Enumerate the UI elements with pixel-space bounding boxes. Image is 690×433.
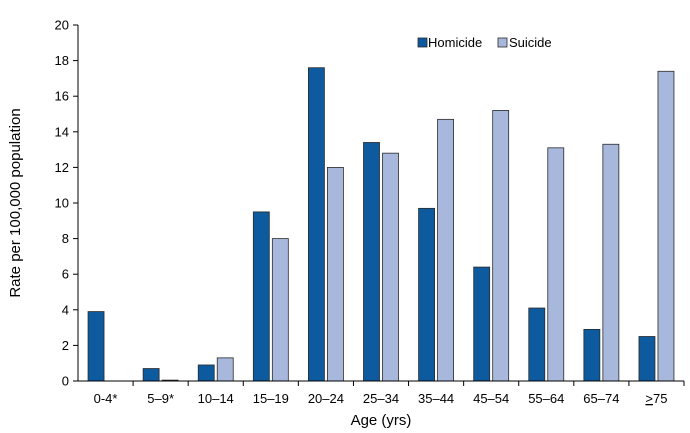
bar-homicide-75: [638, 336, 656, 382]
bar-suicide-20-24: [327, 166, 344, 382]
y-tick-label: 14: [55, 124, 69, 139]
x-tick-label: 5–9*: [147, 391, 174, 406]
bar-homicide-55-64: [528, 307, 546, 382]
legend: Homicide Suicide: [417, 35, 552, 50]
legend-swatch-homicide: [417, 37, 428, 48]
x-tick-label: 25–34: [363, 391, 399, 406]
bar-suicide-55-64: [547, 147, 565, 382]
y-tick-label: 6: [62, 267, 69, 282]
x-tick-label: 65–74: [583, 391, 619, 406]
x-tick-label: 45–54: [473, 391, 509, 406]
bar-suicide-25-34: [382, 152, 399, 382]
y-tick-label: 16: [55, 89, 69, 104]
bar-homicide-25-34: [363, 142, 380, 382]
y-tick-label: 10: [55, 196, 69, 211]
bar-suicide-65-74: [602, 143, 620, 382]
y-tick-label: 8: [62, 231, 69, 246]
x-tick-label: 20–24: [308, 391, 344, 406]
y-tick-label: 18: [55, 53, 69, 68]
y-tick-label: 12: [55, 160, 69, 175]
bar-homicide-15-19: [252, 211, 270, 382]
y-tick-label: 2: [62, 338, 69, 353]
bar-homicide-5-9: [142, 368, 160, 382]
x-axis-label: Age (yrs): [351, 412, 412, 429]
bar-suicide-35-44: [437, 118, 454, 382]
bar-homicide-35-44: [418, 207, 435, 382]
x-tick-label: 15–19: [253, 391, 289, 406]
bars-layer: [87, 67, 675, 382]
bar-homicide-0-4: [87, 311, 105, 382]
x-tick-label: 10–14: [198, 391, 234, 406]
y-axis-ticks: 0 2 4 6 8 10 12 14 16 18 20: [55, 18, 78, 389]
y-axis-label: Rate per 100,000 population: [7, 108, 24, 297]
x-tick-label: 0-4*: [94, 391, 118, 406]
y-tick-label: 4: [62, 302, 69, 317]
legend-swatch-suicide: [497, 37, 508, 48]
x-tick-label: 35–44: [418, 391, 454, 406]
bar-homicide-10-14: [197, 364, 215, 382]
x-tick-label: >75: [645, 391, 667, 406]
bar-suicide-10-14: [216, 357, 234, 382]
bar-suicide-45-54: [492, 110, 510, 382]
y-tick-label: 0: [62, 374, 69, 389]
bar-suicide-15-19: [271, 238, 289, 382]
legend-label-homicide: Homicide: [428, 35, 482, 50]
bar-homicide-65-74: [583, 328, 601, 382]
bar-homicide-20-24: [308, 67, 325, 382]
x-axis-ticks: 0-4* 5–9* 10–14 15–19 20–24 25–34 35–44 45–54 55…: [94, 381, 685, 406]
bar-suicide-75: [657, 70, 675, 382]
bar-homicide-45-54: [473, 266, 491, 382]
legend-label-suicide: Suicide: [509, 35, 552, 50]
y-tick-label: 20: [55, 18, 69, 33]
x-tick-label: 55–64: [528, 391, 564, 406]
